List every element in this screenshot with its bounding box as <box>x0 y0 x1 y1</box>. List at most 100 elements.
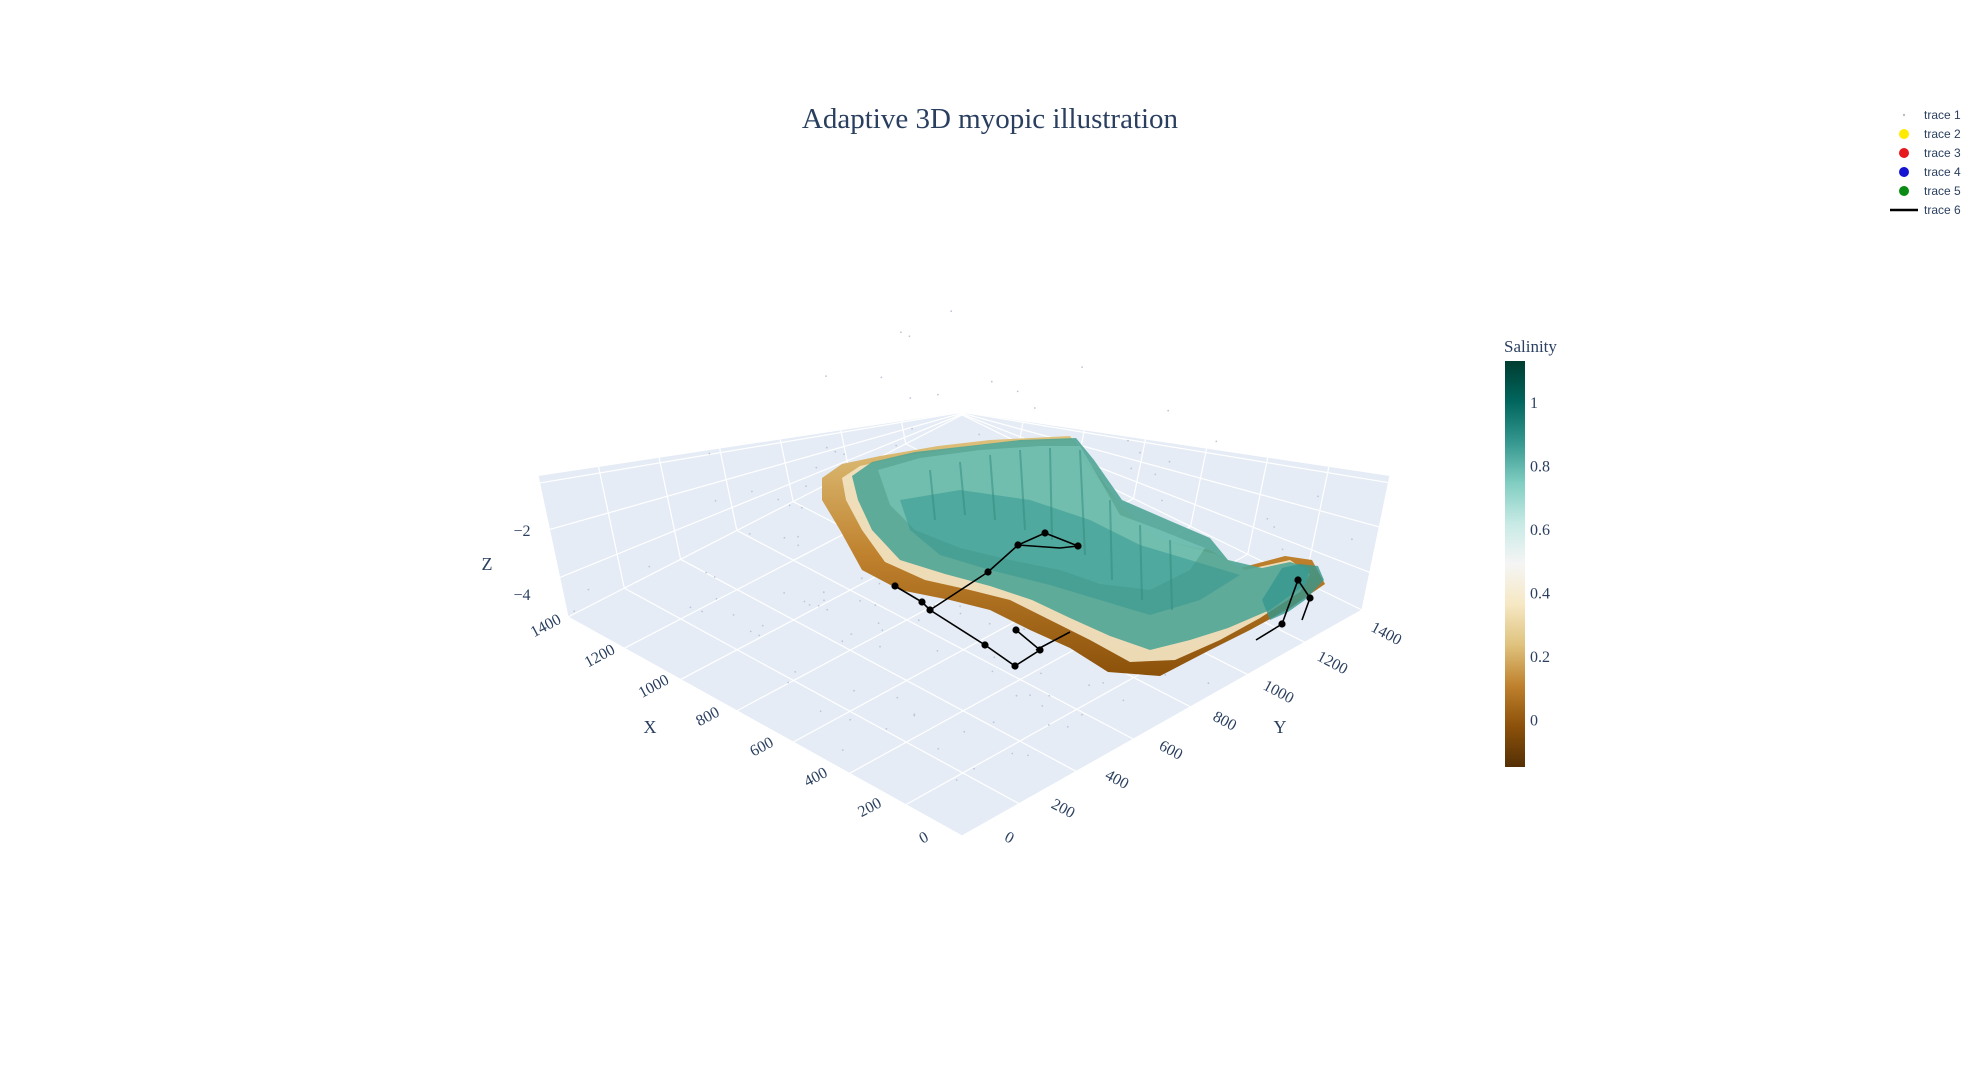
y-tick-label: 400 <box>1102 767 1131 793</box>
grid-line <box>1361 475 1391 611</box>
x-tick-label: 1000 <box>636 672 672 702</box>
y-tick-label: 1200 <box>1314 648 1350 678</box>
grid-line <box>623 587 1020 805</box>
trace-1-point <box>959 605 961 608</box>
trace-1-point <box>783 536 786 539</box>
trace-1-point <box>878 582 881 585</box>
trace-1-point <box>808 604 811 606</box>
z-axis-title: Z <box>482 554 493 574</box>
legend-dot-swatch <box>1902 113 1906 117</box>
grid-line <box>779 439 794 502</box>
trace-6-markers <box>891 529 1314 670</box>
trace-1-point <box>880 376 883 379</box>
trace-1-point <box>1273 526 1276 528</box>
trace-1-point <box>1127 439 1129 442</box>
trace-1-point <box>937 748 940 750</box>
legend-item-trace-2[interactable]: trace 2 <box>1899 127 1961 141</box>
x-tick-label: 0 <box>916 829 931 848</box>
trace-1-point <box>805 485 807 488</box>
legend-label: trace 2 <box>1924 127 1961 141</box>
volume-ridges <box>929 447 1173 611</box>
trace-1-point <box>1130 467 1133 470</box>
trace-1-point <box>1139 451 1141 454</box>
trace-1-point <box>881 629 884 632</box>
trace-1-point <box>819 710 822 713</box>
trace-1-point <box>1164 674 1167 676</box>
z-tick-label: −4 <box>513 587 530 604</box>
grid-line <box>900 421 907 444</box>
trace-1-point <box>978 433 981 436</box>
trace-1-point <box>758 634 761 637</box>
trace-1-point <box>1088 684 1091 687</box>
legend-item-trace-4[interactable]: trace 4 <box>1899 165 1961 179</box>
trace-1-point <box>701 610 704 613</box>
grid-line <box>567 414 963 618</box>
trace-1-point <box>826 608 829 611</box>
trace-1-point <box>909 397 912 399</box>
trace-1-point <box>714 499 717 502</box>
grid-line <box>1132 439 1147 499</box>
trace-1-point <box>749 630 752 633</box>
trace-1-point <box>933 604 936 607</box>
legend-marker-swatch <box>1899 167 1909 177</box>
legend-item-trace-6[interactable]: trace 6 <box>1890 203 1961 217</box>
colorbar-tick-label: 0.8 <box>1530 459 1550 476</box>
z-tick-label: −2 <box>513 523 530 540</box>
legend-item-trace-5[interactable]: trace 5 <box>1899 184 1961 198</box>
trace-1-point <box>689 606 692 609</box>
trace-1-point <box>1167 409 1170 412</box>
trace-1-point <box>587 588 590 591</box>
trace-1-point <box>1040 672 1042 675</box>
trace-1-point <box>1281 548 1284 551</box>
x-axis-title: X <box>644 717 657 737</box>
legend[interactable]: trace 1 trace 2 trace 3 trace 4 trace 5 trace… <box>1890 108 1961 217</box>
grid-line <box>539 411 1389 484</box>
y-tick-label: 600 <box>1156 737 1185 763</box>
y-tick-label: 200 <box>1048 796 1077 822</box>
trace-1-point <box>777 498 780 501</box>
trace-1-point <box>573 610 576 613</box>
trace-6-marker <box>981 641 989 649</box>
trace-1-point <box>787 681 790 684</box>
trace-6-marker <box>918 598 926 606</box>
trace-1-point <box>913 713 916 716</box>
trace-1-point <box>877 622 880 624</box>
trace-1-point <box>849 718 852 721</box>
trace-1-point <box>1041 705 1044 707</box>
legend-item-trace-3[interactable]: trace 3 <box>1899 146 1961 160</box>
trace-1-point <box>1317 495 1319 498</box>
scene-3d[interactable]: 0 200 400 600 800 1000 1200 1400 0 200 400 600 800 1… <box>482 310 1405 847</box>
chart-title: Adaptive 3D myopic illustration <box>802 103 1179 135</box>
colorbar-tick-label: 0.2 <box>1530 649 1550 666</box>
trace-1-point <box>761 624 764 627</box>
trace-1-point <box>1168 460 1171 463</box>
trace-1-point <box>1215 440 1218 443</box>
trace-1-point <box>1161 499 1163 502</box>
trace-1-point <box>900 331 902 334</box>
y-tick-label: 1400 <box>1368 619 1404 649</box>
trace-6-marker <box>1012 626 1020 634</box>
grid-line <box>559 413 1371 579</box>
trace-1-point <box>825 446 828 449</box>
trace-1-point <box>794 671 797 673</box>
trace-1-point <box>850 633 853 635</box>
x-tick-label: 600 <box>747 734 776 760</box>
trace-1-point <box>1122 699 1125 702</box>
trace-1-point <box>988 622 991 625</box>
trace-1-point <box>732 614 735 616</box>
colorbar-tick-label: 0.4 <box>1530 586 1550 603</box>
trace-1-point <box>991 670 994 673</box>
trace-1-point <box>1048 724 1050 726</box>
grid-line <box>736 529 1134 740</box>
trace-1-point <box>955 779 958 781</box>
trace-1-point <box>841 749 844 751</box>
legend-item-trace-1[interactable]: trace 1 <box>1902 108 1961 122</box>
trace-6-marker <box>1306 594 1314 602</box>
colorbar-tick-label: 0 <box>1530 712 1538 729</box>
trace-6-marker <box>1014 541 1022 549</box>
legend-label: trace 6 <box>1924 203 1961 217</box>
colorbar-tick-label: 0.6 <box>1530 522 1550 539</box>
x-tick-label: 400 <box>801 764 830 790</box>
trace-1-point <box>705 571 708 574</box>
